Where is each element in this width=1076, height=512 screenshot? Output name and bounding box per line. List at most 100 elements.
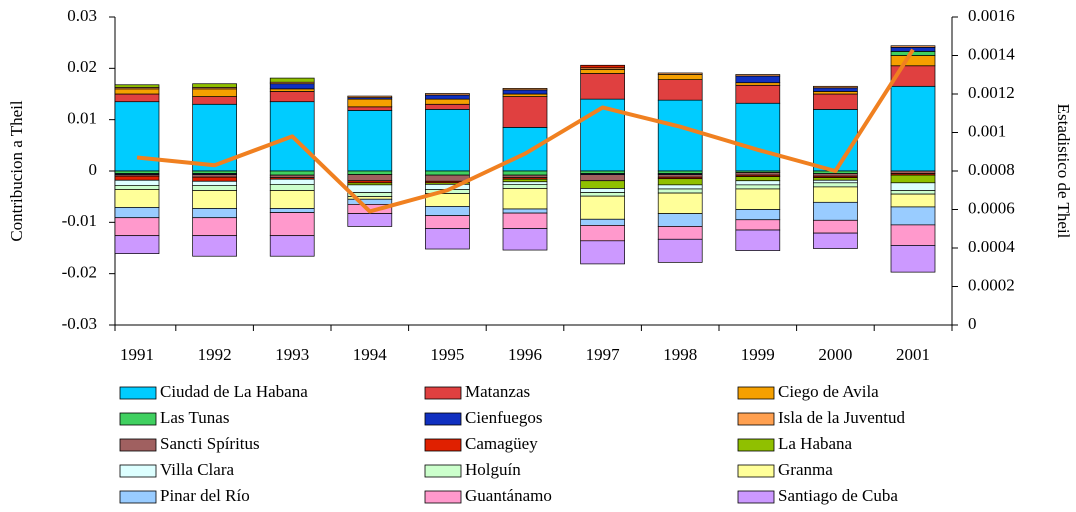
x-tick-label: 1997 (586, 345, 621, 364)
bar-segment (425, 228, 470, 250)
bar-segment (580, 73, 625, 100)
bar-segment (192, 190, 237, 209)
legend-swatch (424, 412, 462, 426)
bar-segment (813, 179, 858, 184)
bar-segment (269, 183, 315, 191)
bar-segment (657, 174, 703, 178)
legend-swatch (737, 438, 775, 452)
bar-segment (580, 188, 625, 193)
y2-tick-label: 0.0016 (968, 6, 1015, 25)
bar-segment (735, 74, 781, 77)
bar-segment (192, 83, 237, 88)
legend-label: Ciego de Avila (778, 382, 879, 401)
bar-segment (657, 79, 703, 101)
legend-label: Villa Clara (160, 460, 234, 479)
legend-label: Isla de la Juventud (778, 408, 905, 427)
bar-segment (502, 174, 548, 179)
bar-segment (269, 174, 315, 179)
bar-segment (192, 88, 237, 97)
bar-segment (813, 109, 858, 172)
x-tick-label: 1991 (120, 345, 154, 364)
legend-swatch (737, 386, 775, 400)
x-tick-label: 1992 (198, 345, 232, 364)
bar-segment (114, 235, 160, 254)
bar-segment (502, 181, 548, 185)
legend-swatch (424, 464, 462, 478)
y-tick-label: -0.03 (62, 314, 97, 333)
bar-segment (502, 178, 548, 183)
legend-swatch (119, 464, 157, 478)
legend-label: Cienfuegos (465, 408, 542, 427)
y-tick-label: -0.01 (62, 211, 97, 230)
bar-segment (890, 45, 936, 48)
bar-segment (269, 88, 315, 92)
bar-segment (114, 88, 160, 95)
bar-segment (580, 69, 625, 74)
bar-segment (269, 91, 315, 103)
bar-segment (347, 170, 393, 175)
bar-segment (657, 184, 703, 190)
bar-segment (735, 184, 781, 190)
bar-segment (502, 170, 548, 176)
bar-segment (735, 229, 781, 251)
bar-segment (580, 192, 625, 197)
bar-segment (735, 172, 781, 176)
bar-segment (425, 206, 470, 217)
y-tick-label: 0.02 (67, 57, 97, 76)
bar-segment (425, 98, 470, 105)
bar-segment (269, 190, 315, 209)
legend-label: Camagüey (465, 434, 538, 453)
bar-segment (890, 55, 936, 67)
bar-segment (425, 109, 470, 172)
bar-segment (813, 91, 858, 95)
bar-segment (657, 74, 703, 80)
bar-segment (735, 219, 781, 231)
bar-segment (813, 186, 858, 203)
y-tick-label: -0.02 (62, 263, 97, 282)
bar-segment (890, 170, 936, 174)
y2-tick-label: 0.0014 (968, 44, 1015, 63)
bar-segment (890, 182, 936, 191)
y2-tick-label: 0.0002 (968, 275, 1015, 294)
bar-segment (347, 198, 393, 205)
bar-segment (657, 226, 703, 240)
legend-label: Santiago de Cuba (778, 486, 898, 505)
legend-swatch (119, 438, 157, 452)
bar-segment (813, 201, 858, 221)
bar-segment (813, 232, 858, 249)
bar-segment (269, 178, 315, 185)
x-tick-label: 1994 (353, 345, 388, 364)
y-tick-label: 0.01 (67, 109, 97, 128)
legend-label: Las Tunas (160, 408, 229, 427)
bar-segment (114, 179, 160, 186)
bar-segment (502, 188, 548, 210)
legend-swatch (737, 490, 775, 504)
bar-segment (192, 96, 237, 105)
bar-segment (114, 207, 160, 219)
legend-label: Pinar del Río (160, 486, 250, 505)
bar-segment (813, 87, 858, 92)
bar-segment (735, 75, 781, 84)
bar-segment (425, 215, 470, 229)
bar-segment (347, 110, 393, 172)
bar-segment (114, 175, 160, 181)
y2-axis-label: Estadistico de Theil (1054, 104, 1073, 239)
bar-segment (735, 209, 781, 221)
x-tick-label: 2000 (818, 345, 852, 364)
bar-segment (425, 174, 470, 182)
legend-label: Ciudad de La Habana (160, 382, 308, 401)
bar-segment (657, 99, 703, 172)
bar-segment (192, 235, 237, 257)
bar-segment (890, 174, 936, 184)
bar-segment (890, 193, 936, 208)
bar-segment (657, 188, 703, 194)
legend-swatch (737, 464, 775, 478)
bar-segment (269, 170, 315, 176)
bar-segment (502, 228, 548, 251)
bar-segment (502, 88, 548, 91)
bar-segment (192, 185, 237, 191)
bar-segment (347, 98, 393, 108)
bar-segment (580, 240, 625, 265)
bar-segment (502, 212, 548, 229)
